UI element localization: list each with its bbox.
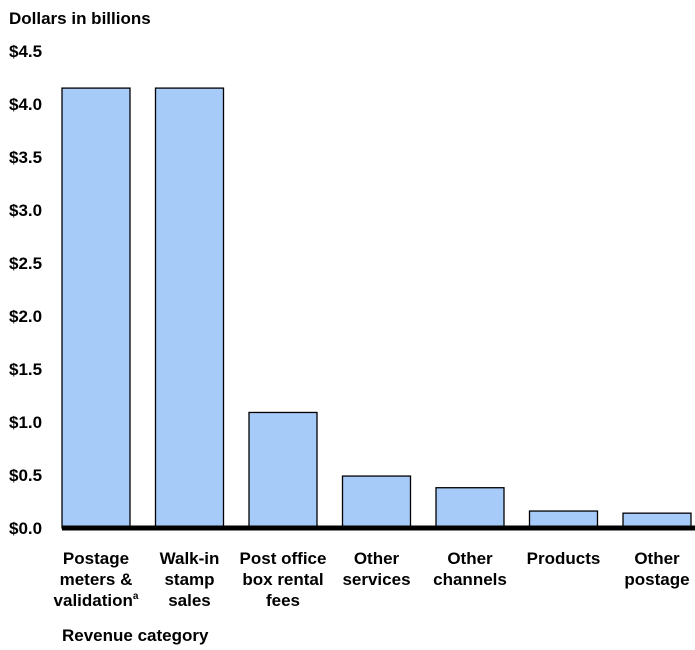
y-tick-label: $4.0: [9, 95, 42, 114]
bar: [61, 87, 131, 529]
bars: [61, 87, 692, 529]
y-tick-label: $2.5: [9, 254, 42, 273]
x-tick-label: Postage meters & validationa: [54, 549, 139, 610]
y-tick-label: $2.0: [9, 307, 42, 326]
y-tick-label: $0.5: [9, 466, 42, 485]
bar: [528, 510, 599, 529]
x-tick-label: Other services: [342, 549, 410, 589]
y-tick-label: $4.5: [9, 42, 42, 61]
y-tick-label: $0.0: [9, 519, 42, 538]
y-tick-label: $1.0: [9, 413, 42, 432]
y-tick-label: $1.5: [9, 360, 42, 379]
x-tick-label: Products: [527, 549, 601, 568]
bar: [435, 487, 505, 529]
x-axis-title: Revenue category: [62, 626, 209, 645]
x-axis-tick-labels: Postage meters & validationa Walk-in stamp sa…: [54, 549, 690, 610]
bar: [248, 411, 318, 529]
x-tick-label: Post office box rental fees: [240, 549, 327, 610]
y-tick-label: $3.0: [9, 201, 42, 220]
x-tick-label: Walk-in stamp sales: [160, 549, 220, 610]
x-tick-label: Other channels: [433, 549, 507, 589]
bar: [341, 475, 412, 529]
y-axis-ticks: $0.0 $0.5 $1.0 $1.5 $2.0 $2.5 $3.0 $3.5 $4.0 $4.5: [9, 42, 42, 538]
y-tick-label: $3.5: [9, 148, 42, 167]
bar: [154, 87, 225, 529]
x-tick-label: Other postage: [624, 549, 689, 589]
y-axis-title: Dollars in billions: [9, 9, 151, 28]
